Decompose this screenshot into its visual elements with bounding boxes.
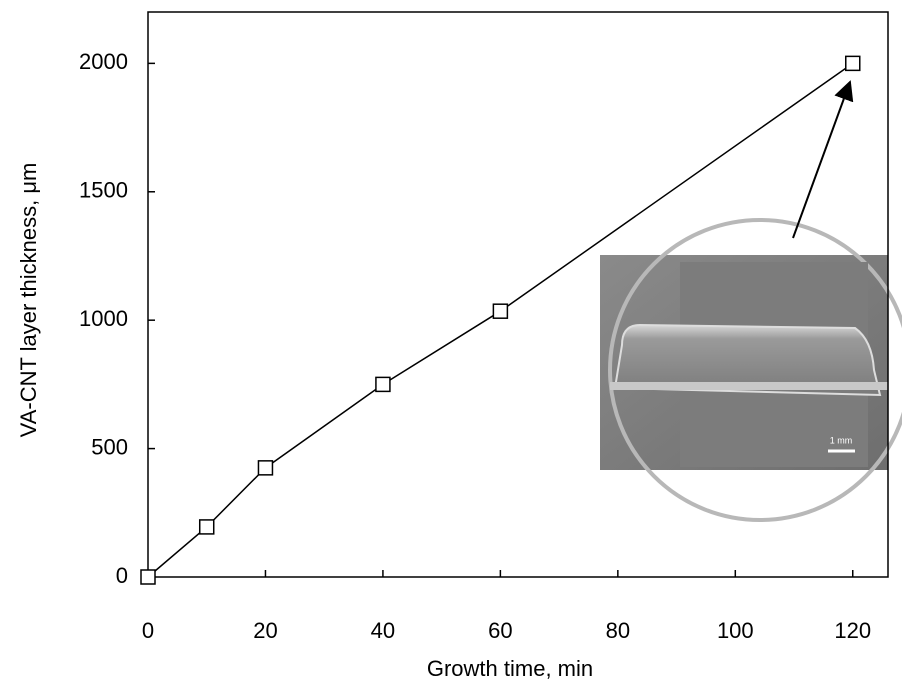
x-tick-label: 120 bbox=[834, 618, 871, 643]
scale-label: 1 mm bbox=[830, 435, 853, 445]
marker bbox=[375, 376, 391, 393]
x-tick-label: 40 bbox=[371, 618, 395, 643]
marker bbox=[492, 303, 509, 319]
inset-image: 1 mm bbox=[600, 218, 902, 522]
y-tick-label: 1500 bbox=[79, 178, 128, 203]
plot-frame bbox=[147, 11, 889, 578]
x-tick-label: 0 bbox=[142, 618, 154, 643]
marker bbox=[140, 569, 156, 585]
marker bbox=[845, 55, 861, 72]
x-tick-label: 20 bbox=[253, 618, 277, 643]
data-line bbox=[147, 62, 854, 578]
y-tick-label: 500 bbox=[91, 434, 128, 459]
y-tick-label: 0 bbox=[116, 563, 128, 588]
y-axis-label: VA-CNT layer thickness, μm bbox=[16, 163, 41, 438]
arrow bbox=[792, 80, 854, 239]
y-tick-label: 1000 bbox=[79, 306, 128, 331]
x-tick-label: 60 bbox=[488, 618, 512, 643]
marker bbox=[257, 460, 274, 476]
y-tick-label: 2000 bbox=[79, 49, 128, 74]
x-tick-label: 100 bbox=[717, 618, 754, 643]
x-tick-label: 80 bbox=[606, 618, 630, 643]
marker bbox=[198, 519, 215, 535]
x-axis-label: Growth time, min bbox=[427, 656, 593, 681]
